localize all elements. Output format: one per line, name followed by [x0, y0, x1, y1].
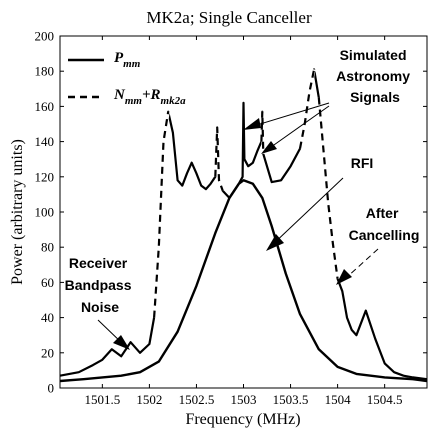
series-n-dashed-segment: [317, 97, 339, 280]
x-tick-label: 1504.5: [367, 392, 403, 407]
annotation-after-line2: Cancelling: [349, 227, 420, 243]
y-tick-label: 60: [41, 275, 54, 290]
arrow-line-simulated-1: [246, 102, 330, 129]
annotation-receiver-line1: Receiver: [69, 255, 128, 271]
annotation-receiver-line2: Bandpass: [65, 277, 132, 293]
legend-label-p: Pmm: [114, 50, 141, 70]
series-n-mm-r-mk2a: [59, 68, 428, 381]
y-tick-label: 180: [35, 64, 55, 79]
y-tick-label: 200: [35, 29, 55, 44]
y-tick-label: 80: [41, 240, 54, 255]
y-tick-label: 140: [35, 134, 55, 149]
arrow-line-simulated-2: [263, 105, 330, 153]
annotation-simulated-line2: Astronomy: [336, 68, 410, 84]
y-tick-label: 0: [48, 381, 55, 396]
x-tick-label: 1503.5: [273, 392, 309, 407]
arrow-head-simulated-2: [261, 141, 277, 154]
arrow-line-after: [345, 248, 379, 279]
arrow-head-after: [336, 269, 352, 285]
legend-p-sub: mm: [123, 58, 141, 70]
y-tick-label: 120: [35, 169, 55, 184]
series-n-dashed-segment: [298, 69, 316, 149]
annotation-after-line1: After: [366, 205, 399, 221]
series-n-dashed-segment: [214, 127, 224, 192]
chart-title: MK2a; Single Canceller: [146, 8, 312, 27]
x-tick-label: 1503: [231, 392, 257, 407]
legend-n-sub: mm: [125, 95, 143, 107]
series-n-dashed-segment: [260, 111, 265, 154]
x-tick-label: 1501.5: [84, 392, 120, 407]
svg-text:Simulated Astronomy: Simulated Astronomy Signals: [336, 47, 414, 105]
legend: Pmm Nmm+Rmk2a: [68, 50, 186, 107]
annotation-rfi-text: RFI: [351, 155, 374, 171]
annotation-receiver: Receiver Bandpass Noise: [65, 255, 136, 350]
arrow-head-simulated-1: [243, 118, 261, 130]
legend-n-main: N: [113, 87, 126, 103]
legend-label-n: Nmm+Rmk2a: [113, 87, 186, 107]
annotation-simulated-line1: Simulated: [340, 47, 407, 63]
annotation-simulated: Simulated Astronomy Signals: [243, 47, 414, 154]
legend-n-plus: +R: [142, 87, 161, 103]
y-axis: 0 20 40 60 80 100 120 140 160 180 200: [35, 29, 427, 396]
y-tick-label: 40: [41, 310, 54, 325]
arrow-head-rfi: [266, 234, 284, 251]
annotation-after: After Cancelling: [336, 205, 419, 285]
x-tick-label: 1502: [136, 392, 162, 407]
y-axis-label: Power (arbitrary units): [9, 139, 26, 285]
y-tick-label: 160: [35, 99, 55, 114]
svg-text:After Cancelling: After Cancelling: [349, 205, 420, 243]
y-tick-label: 20: [41, 345, 54, 360]
x-axis: 1501.5 1502 1502.5 1503 1503.5 1504 1504.5: [84, 36, 403, 407]
series-n-dashed-segment: [153, 111, 170, 318]
x-axis-label: Frequency (MHz): [185, 411, 300, 428]
series-layer: [59, 68, 428, 383]
annotation-rfi: RFI: [266, 155, 373, 251]
legend-n-sub2: mk2a: [161, 95, 187, 107]
annotation-simulated-line3: Signals: [350, 89, 400, 105]
series-p-mm: [59, 179, 428, 383]
legend-p-main: P: [114, 50, 124, 66]
arrow-head-receiver: [113, 335, 130, 350]
arrow-line-rfi: [269, 177, 344, 248]
svg-text:Receiver Bandpass: Receiver Bandpass Noise: [65, 255, 136, 315]
annotation-receiver-line3: Noise: [81, 299, 119, 315]
x-tick-label: 1504: [325, 392, 352, 407]
y-tick-label: 100: [35, 205, 55, 220]
x-tick-label: 1502.5: [179, 392, 215, 407]
